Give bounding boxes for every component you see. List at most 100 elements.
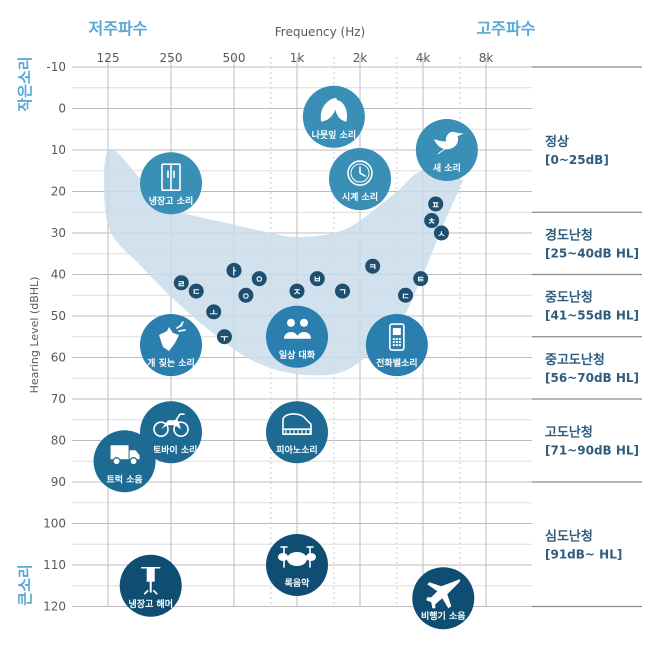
sound-label: 트럭 소음 [106,473,142,485]
low-frequency-header: 저주파수 [89,19,148,38]
sound-label: 개 짖는 소리 [147,357,195,369]
sound-icon-bird: 새 소리 [415,119,478,181]
hearing-loss-categories: 정상 [0~25dB] 경도난청 [25~40dB HL] 중도난청 [41~55dB H… [532,66,642,608]
sound-label: 냉장고 소리 [149,195,194,207]
y-tick-labels: -10 0 10 20 30 40 50 60 70 80 90 100 110 120 [43,60,66,614]
phoneme-dot [309,271,325,287]
phoneme-label: ㅏ [230,266,238,277]
category-name: 경도난청 [545,227,593,243]
y-tick-label: 10 [51,143,66,157]
sound-label: 나뭇잎 소리 [312,129,357,141]
phoneme-label: ㄷ [192,288,200,298]
x-tick-label: 8k [479,51,494,65]
phoneme-dot [226,262,242,278]
phoneme-dot [206,304,222,320]
airplane-icon [426,579,461,609]
y-tick-label: 60 [51,351,66,365]
sound-icon-leaf: 나뭇잎 소리 [302,85,365,148]
phoneme-dot [428,196,444,212]
phoneme-dot [238,287,254,303]
phoneme-label: ㅂ [313,276,321,286]
category-name: 고도난청 [545,425,593,441]
motorcycle-icon [153,413,189,438]
phoneme-label: ㅅ [437,230,445,240]
phoneme-marker: ㄷ [188,283,204,299]
category-range: [41~55dB HL] [545,309,639,323]
phoneme-dot [251,271,267,287]
y-tick-label: 120 [43,600,66,614]
sound-circle [302,85,365,148]
phoneme-label: ㅈ [293,288,301,298]
phoneme-dot [433,225,449,241]
bird-icon [433,131,464,155]
phoneme-dot [216,329,232,345]
category-name: 정상 [545,134,569,150]
phoneme-dot [173,275,189,291]
high-frequency-header: 고주파수 [477,19,536,38]
phoneme-marker: ㅊ [424,213,440,229]
loud-sound-header: 큰소리 [16,564,34,605]
y-tick-label: 0 [58,102,66,116]
x-tick-label: 2k [353,51,368,65]
sound-icon-airplane: 비행기 소음 [412,567,475,630]
phoneme-label: ㅊ [428,218,436,228]
sound-label: 전화벨소리 [376,357,417,369]
sound-circle [329,148,391,211]
category-name: 중고도난청 [545,352,605,368]
sound-icon-truck: 트럭 소음 [93,430,156,493]
phoneme-dot [413,271,429,287]
drums-icon [278,546,316,568]
phoneme-dot [365,258,381,274]
sound-icon-clock: 시계 소리 [329,148,391,211]
y-axis-title: Hearing Level (dBHL) [28,277,41,394]
sound-icon-phone: 전화벨소리 [365,314,428,377]
phoneme-marker: ㄹ [173,275,189,291]
sound-circle [266,401,328,464]
x-tick-label: 1k [290,51,305,65]
y-tick-label: -10 [46,60,66,74]
category-range: [25~40dB HL] [545,246,639,260]
clock-icon [347,160,373,186]
y-tick-label: 40 [51,268,66,282]
refrigerator-icon [161,163,181,191]
y-tick-label: 110 [43,558,66,572]
phone-icon [389,323,405,351]
conversation-icon [284,318,311,339]
category-range: [0~25dB] [545,153,609,167]
phoneme-dot [335,283,351,299]
x-tick-label: 250 [160,51,183,65]
category-range: [56~70dB HL] [545,371,639,385]
jackhammer-icon [140,566,161,595]
dog-icon [159,321,186,352]
phoneme-marker: ㄱ [335,283,351,299]
phoneme-label: ㅇ [242,292,250,302]
y-tick-label: 20 [51,185,66,199]
speech-banana-shape [103,148,464,376]
phoneme-label: ㅜ [220,334,229,344]
category-name: 중도난청 [545,290,593,306]
phoneme-marker: ㅅ [433,225,449,241]
phoneme-marker: ㅇ [238,287,254,303]
phoneme-label: ㄷ [401,292,409,302]
soft-sound-header: 작은소리 [16,56,34,111]
phoneme-dot [424,213,440,229]
phoneme-marker: ㅇ [251,271,267,287]
sound-circle [415,119,478,181]
phoneme-dot [398,287,414,303]
y-tick-label: 80 [51,434,66,448]
y-tick-label: 100 [43,517,66,531]
phoneme-marker: ㅌ [413,271,429,287]
y-tick-label: 30 [51,226,66,240]
phoneme-marker: ㅈ [289,283,305,299]
sound-icon-motorcycle: 오토바이 소리 [140,401,202,464]
phoneme-marker: ㅍ [428,196,444,212]
phoneme-label: ㅌ [417,276,425,286]
sound-icon-dog: 개 짖는 소리 [140,314,202,377]
truck-icon [110,445,140,466]
phoneme-label: ㄱ [338,288,346,298]
x-tick-label: 125 [97,51,120,65]
x-tick-label: 4k [416,51,431,65]
sound-circle [140,401,202,464]
